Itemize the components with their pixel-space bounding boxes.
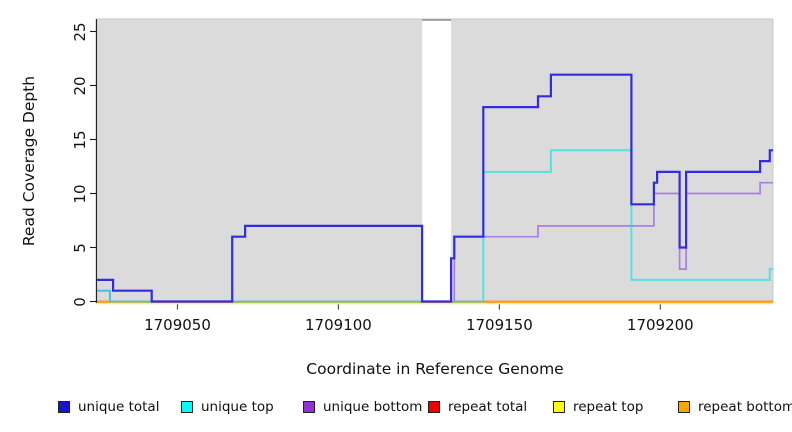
legend-swatch-unique-top bbox=[181, 401, 193, 413]
legend-label: repeat bottom bbox=[698, 399, 792, 415]
legend-label: unique bottom bbox=[323, 399, 423, 415]
legend-item-repeat-top: repeat top bbox=[553, 399, 643, 415]
legend-item-unique-bottom: unique bottom bbox=[303, 399, 422, 415]
y-tick-label: 10 bbox=[71, 183, 89, 204]
legend-label: unique top bbox=[201, 399, 274, 415]
y-axis-title: Read Coverage Depth bbox=[20, 75, 38, 247]
y-tick-label: 15 bbox=[71, 129, 89, 150]
y-tick-label: 5 bbox=[71, 242, 89, 253]
x-tick-label: 1709050 bbox=[144, 316, 211, 334]
series-line-unique-top bbox=[97, 149, 773, 303]
y-tick-label: 20 bbox=[71, 75, 89, 96]
legend-item-unique-top: unique top bbox=[181, 399, 274, 415]
y-tick-label: 0 bbox=[71, 296, 89, 307]
x-axis-title: Coordinate in Reference Genome bbox=[306, 360, 564, 378]
legend-item-repeat-bottom: repeat bottom bbox=[678, 399, 792, 415]
legend-label: repeat top bbox=[573, 399, 644, 415]
legend-label: unique total bbox=[78, 399, 160, 415]
legend-swatch-repeat-top bbox=[553, 401, 565, 413]
x-tick-label: 1709100 bbox=[305, 316, 372, 334]
series-line-unique-total bbox=[97, 73, 773, 303]
legend-swatch-unique-total bbox=[58, 401, 70, 413]
legend-swatch-unique-bottom bbox=[303, 401, 315, 413]
x-tick-label: 1709150 bbox=[465, 316, 533, 334]
coverage-gap-band bbox=[422, 20, 452, 303]
legend-swatch-repeat-bottom bbox=[678, 401, 690, 413]
legend-item-unique-total: unique total bbox=[58, 399, 159, 415]
legend-label: repeat total bbox=[448, 399, 528, 415]
x-tick-label: 1709200 bbox=[626, 316, 694, 334]
legend-item-repeat-total: repeat total bbox=[428, 399, 527, 415]
y-tick-label: 25 bbox=[71, 21, 89, 42]
legend-swatch-repeat-total bbox=[428, 401, 440, 413]
